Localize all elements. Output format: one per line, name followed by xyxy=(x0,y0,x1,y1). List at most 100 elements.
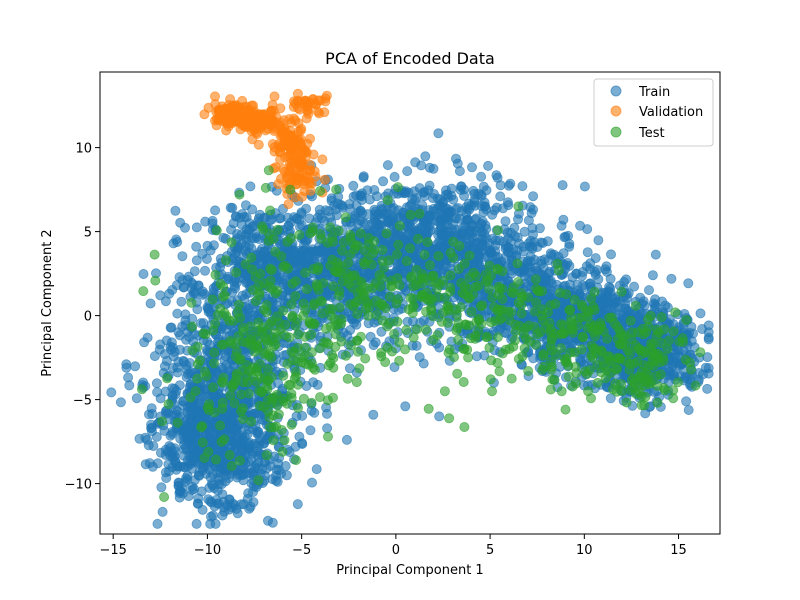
train-point xyxy=(321,408,332,419)
test-point xyxy=(219,434,230,445)
train-point xyxy=(280,460,291,471)
train-point xyxy=(467,233,478,244)
test-point xyxy=(227,379,238,390)
train-point xyxy=(402,166,413,177)
test-point xyxy=(186,297,197,308)
train-point xyxy=(174,344,185,355)
train-point xyxy=(611,296,622,307)
train-point xyxy=(492,172,503,183)
test-point xyxy=(226,460,237,471)
train-point xyxy=(306,477,317,488)
train-point xyxy=(454,166,465,177)
train-point xyxy=(139,337,150,348)
test-point xyxy=(207,382,218,393)
train-point xyxy=(541,272,552,283)
validation-point xyxy=(290,115,301,126)
train-point xyxy=(174,486,185,497)
test-point xyxy=(217,291,228,302)
test-point xyxy=(315,185,326,196)
train-point xyxy=(191,241,202,252)
train-point xyxy=(170,205,181,216)
train-point xyxy=(314,204,325,215)
train-point xyxy=(481,223,492,234)
train-point xyxy=(239,211,250,222)
train-point xyxy=(189,429,200,440)
train-point xyxy=(456,181,467,192)
train-point xyxy=(237,250,248,261)
train-point xyxy=(582,247,593,258)
train-point xyxy=(292,499,303,510)
train-point xyxy=(244,503,255,514)
train-point xyxy=(505,178,516,189)
train-point xyxy=(259,246,270,257)
train-point xyxy=(172,362,183,373)
train-point xyxy=(146,403,157,414)
validation-point xyxy=(297,159,308,170)
train-point xyxy=(155,339,166,350)
test-point xyxy=(250,296,261,307)
train-point xyxy=(423,185,434,196)
train-point xyxy=(665,370,676,381)
test-point xyxy=(279,435,290,446)
train-point xyxy=(138,268,149,279)
train-point xyxy=(341,434,352,445)
test-point xyxy=(226,237,237,248)
test-point xyxy=(280,319,291,330)
validation-point xyxy=(294,104,305,115)
validation-point xyxy=(306,178,317,189)
train-point xyxy=(207,437,218,448)
train-point xyxy=(593,235,604,246)
train-point xyxy=(300,237,311,248)
validation-point xyxy=(299,186,310,197)
validation-point xyxy=(199,109,210,120)
train-point xyxy=(459,190,470,201)
train-point xyxy=(166,344,177,355)
train-point xyxy=(216,479,227,490)
train-point xyxy=(309,407,320,418)
train-point xyxy=(348,180,359,191)
train-point xyxy=(322,423,333,434)
test-point xyxy=(224,315,235,326)
train-point xyxy=(218,232,229,243)
validation-point xyxy=(270,122,281,133)
validation-point xyxy=(309,166,320,177)
train-point xyxy=(466,162,477,173)
train-point xyxy=(678,345,689,356)
train-point xyxy=(151,431,162,442)
train-point xyxy=(312,379,323,390)
train-point xyxy=(503,247,514,258)
train-point xyxy=(217,510,228,521)
train-point xyxy=(131,393,142,404)
train-point xyxy=(357,208,368,219)
train-point xyxy=(195,318,206,329)
test-point xyxy=(301,284,312,295)
train-point xyxy=(258,438,269,449)
test-point xyxy=(246,416,257,427)
test-point xyxy=(234,455,245,466)
train-point xyxy=(437,215,448,226)
train-point xyxy=(468,185,479,196)
train-point xyxy=(192,498,203,509)
test-point xyxy=(210,454,221,465)
test-point xyxy=(229,398,240,409)
train-point xyxy=(410,157,421,168)
test-point xyxy=(354,363,365,374)
train-point xyxy=(173,478,184,489)
train-point xyxy=(191,518,202,529)
train-point xyxy=(382,160,393,171)
test-point xyxy=(338,237,349,248)
train-point xyxy=(181,371,192,382)
test-point xyxy=(172,417,183,428)
test-point xyxy=(215,420,226,431)
test-point xyxy=(185,392,196,403)
train-point xyxy=(267,474,278,485)
test-point xyxy=(243,388,254,399)
train-point xyxy=(244,440,255,451)
test-point xyxy=(276,424,287,435)
test-point xyxy=(207,294,218,305)
train-point xyxy=(193,280,204,291)
train-point xyxy=(174,380,185,391)
train-point xyxy=(698,369,709,380)
train-point xyxy=(703,332,714,343)
train-point xyxy=(155,393,166,404)
